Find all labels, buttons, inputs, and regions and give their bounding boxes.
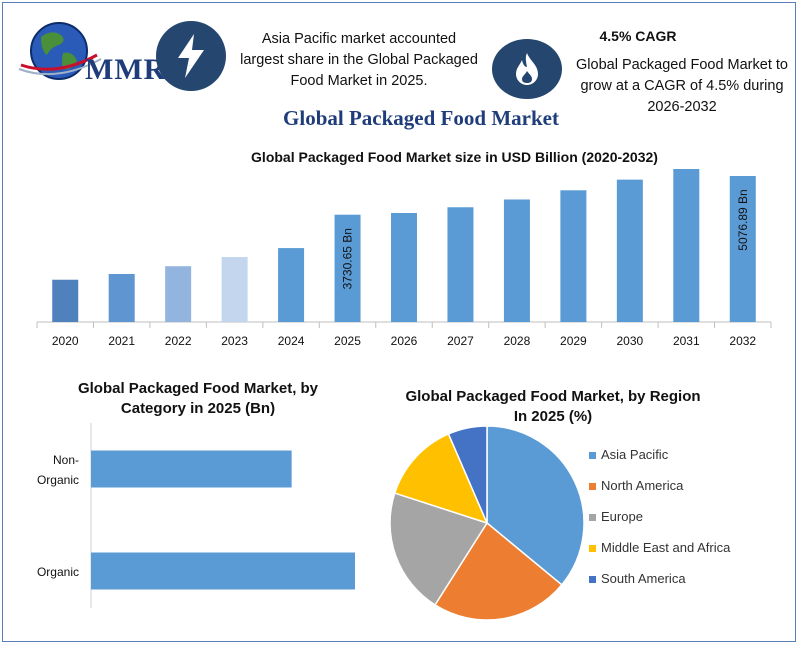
legend-swatch-south-america bbox=[589, 576, 596, 583]
region-chart-title: Global Packaged Food Market, by Region I… bbox=[405, 388, 701, 425]
bar-2029 bbox=[560, 190, 587, 322]
x-tick-label-2024: 2024 bbox=[278, 334, 305, 348]
data-label-2025: 3730.65 Bn bbox=[341, 228, 355, 289]
bar-2021 bbox=[108, 273, 135, 322]
cagr-heading: 4.5% CAGR bbox=[599, 28, 677, 44]
legend-swatch-north-america bbox=[589, 483, 596, 490]
x-tick-label-2028: 2028 bbox=[504, 334, 531, 348]
category-label-non-organic: Non- bbox=[53, 453, 79, 467]
legend-label-asia-pacific: Asia Pacific bbox=[601, 447, 669, 462]
pie-slice-south-america bbox=[447, 425, 488, 524]
x-tick-label-2026: 2026 bbox=[391, 334, 418, 348]
legend-swatch-middle-east-and-africa bbox=[589, 545, 596, 552]
bar-2022 bbox=[165, 266, 192, 322]
legend-swatch-europe bbox=[589, 514, 596, 521]
flame-badge bbox=[492, 39, 562, 99]
bar-2027 bbox=[447, 207, 474, 322]
bar-2028 bbox=[503, 199, 530, 322]
x-tick-label-2032: 2032 bbox=[729, 334, 756, 348]
bar-2031 bbox=[673, 169, 700, 322]
category-chart-title: Global Packaged Food Market, by Category… bbox=[77, 380, 319, 417]
x-tick-label-2022: 2022 bbox=[165, 334, 192, 348]
x-tick-label-2031: 2031 bbox=[673, 334, 700, 348]
logo-text: MMR bbox=[85, 53, 167, 86]
x-tick-label-2027: 2027 bbox=[447, 334, 474, 348]
legend-label-north-america: North America bbox=[601, 478, 684, 493]
legend-label-south-america: South America bbox=[601, 571, 686, 586]
pie-slice-middle-east-and-africa bbox=[393, 432, 489, 525]
asia-pacific-info: Asia Pacific market accounted largest sh… bbox=[240, 31, 478, 89]
x-tick-label-2020: 2020 bbox=[52, 334, 79, 348]
bar-2024 bbox=[278, 248, 305, 322]
x-tick-label-2029: 2029 bbox=[560, 334, 587, 348]
bar-2032 bbox=[729, 175, 756, 322]
bar-2026 bbox=[391, 213, 417, 322]
legend-swatch-asia-pacific bbox=[589, 452, 596, 459]
market-size-chart-title: Global Packaged Food Market size in USD … bbox=[251, 149, 658, 165]
cagr-info: Global Packaged Food Market to grow at a… bbox=[576, 57, 788, 115]
hbar-non-organic bbox=[91, 450, 292, 488]
bar-2025 bbox=[334, 214, 361, 322]
main-title: Global Packaged Food Market bbox=[283, 106, 559, 130]
lightning-icon bbox=[178, 34, 204, 78]
bar-2020 bbox=[52, 279, 79, 322]
x-tick-label-2023: 2023 bbox=[221, 334, 248, 348]
globe-icon bbox=[18, 22, 102, 80]
data-label-2032: 5076.89 Bn bbox=[736, 189, 750, 250]
legend-label-middle-east-and-africa: Middle East and Africa bbox=[601, 540, 731, 555]
x-tick-label-2025: 2025 bbox=[334, 334, 361, 348]
pie-slice-europe bbox=[389, 492, 489, 606]
legend-label-europe: Europe bbox=[601, 509, 643, 524]
x-tick-label-2021: 2021 bbox=[108, 334, 135, 348]
bar-2030 bbox=[616, 179, 643, 322]
flame-icon bbox=[516, 53, 538, 85]
charts-canvas: 2020 2021 2022 2023 2024 2025 3730.65 Bn 2026 20… bbox=[36, 169, 772, 621]
lightning-badge bbox=[156, 21, 226, 91]
pie-slice-north-america bbox=[433, 521, 563, 621]
hbar-organic bbox=[91, 552, 355, 590]
pie-slice-asia-pacific bbox=[486, 425, 585, 586]
x-tick-label-2030: 2030 bbox=[616, 334, 643, 348]
category-label-non-organic: Organic bbox=[37, 473, 79, 487]
category-label-organic: Organic bbox=[37, 565, 79, 579]
mmr-logo: MMR bbox=[17, 17, 165, 89]
bar-2023 bbox=[221, 257, 248, 322]
